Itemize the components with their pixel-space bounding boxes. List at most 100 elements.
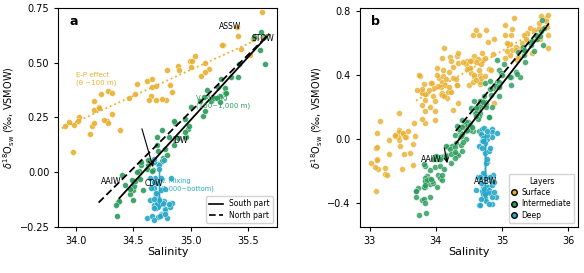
Point (479, 135, 488, 140)
Point (446, 152, 456, 156)
Point (491, 84, 500, 88)
Point (165, 201, 174, 206)
Point (465, 125, 474, 129)
Point (372, 156, 381, 161)
Point (477, 189, 486, 193)
Y-axis label: $\delta^{18}$O$_{\rm sw}$ (‰, VSMOW): $\delta^{18}$O$_{\rm sw}$ (‰, VSMOW) (1, 66, 17, 169)
Text: AABW: AABW (474, 177, 498, 186)
Point (138, 188, 148, 192)
Point (481, 27, 490, 32)
Point (144, 158, 153, 162)
Text: AAIW: AAIW (101, 177, 121, 186)
Point (468, 126, 477, 130)
Point (438, 80, 447, 85)
Point (425, 105, 434, 109)
Point (458, 149, 467, 153)
Point (415, 74, 425, 78)
X-axis label: Salinity: Salinity (147, 247, 189, 257)
Point (155, 214, 165, 218)
Point (537, 17, 547, 22)
Point (449, 76, 458, 80)
Point (449, 65, 458, 70)
Point (534, 21, 544, 25)
Point (395, 130, 404, 134)
Point (500, 23, 509, 27)
Y-axis label: $\delta^{18}$O$_{\rm sw}$ (‰, VSMOW): $\delta^{18}$O$_{\rm sw}$ (‰, VSMOW) (309, 66, 325, 169)
Point (532, 37, 541, 41)
Point (153, 215, 162, 220)
Point (427, 81, 437, 85)
Point (142, 216, 152, 221)
Point (409, 163, 418, 167)
Point (149, 186, 158, 190)
Point (543, 45, 552, 50)
Point (420, 185, 430, 189)
Point (87, 124, 96, 129)
Point (474, 33, 484, 37)
Point (371, 189, 381, 193)
Point (477, 76, 486, 80)
Point (482, 133, 491, 137)
Point (474, 128, 484, 133)
Point (488, 105, 497, 109)
Point (195, 99, 204, 103)
Point (162, 152, 172, 157)
Point (479, 139, 488, 143)
Point (429, 86, 439, 91)
Point (507, 26, 516, 31)
Point (536, 34, 545, 38)
Point (215, 100, 225, 104)
Point (535, 36, 544, 41)
Point (421, 211, 430, 215)
Point (489, 179, 499, 184)
Point (482, 185, 492, 189)
Text: CDW: CDW (145, 179, 164, 188)
Point (447, 144, 457, 149)
Point (399, 152, 408, 156)
Point (500, 56, 510, 61)
Point (380, 165, 390, 170)
Point (478, 58, 488, 62)
Point (512, 48, 521, 52)
Point (505, 75, 515, 80)
Point (426, 177, 435, 181)
Point (409, 121, 419, 125)
Point (518, 41, 527, 45)
Point (437, 155, 446, 159)
Point (487, 129, 496, 134)
Point (166, 176, 176, 181)
Point (446, 160, 455, 165)
Point (476, 73, 485, 77)
Point (64, 120, 74, 124)
Point (73, 119, 82, 123)
Point (175, 67, 184, 72)
Point (477, 50, 486, 55)
Point (479, 173, 488, 178)
Point (514, 54, 523, 59)
Point (157, 127, 166, 132)
Point (509, 16, 519, 20)
Point (180, 130, 189, 134)
Point (104, 121, 113, 125)
Point (469, 99, 478, 103)
Point (149, 180, 158, 184)
Point (405, 151, 415, 155)
Point (485, 188, 494, 193)
Point (155, 197, 164, 201)
Point (498, 73, 507, 77)
Point (150, 203, 159, 207)
Point (471, 60, 481, 64)
Point (527, 39, 536, 43)
Point (414, 73, 423, 77)
Point (112, 214, 121, 218)
Point (372, 145, 381, 149)
Point (150, 181, 159, 185)
Point (453, 82, 462, 87)
Point (484, 201, 493, 206)
Point (152, 143, 161, 147)
Point (86, 132, 95, 136)
Point (154, 162, 164, 167)
Text: STOW: STOW (252, 34, 274, 43)
Point (417, 198, 426, 203)
Point (133, 82, 142, 86)
